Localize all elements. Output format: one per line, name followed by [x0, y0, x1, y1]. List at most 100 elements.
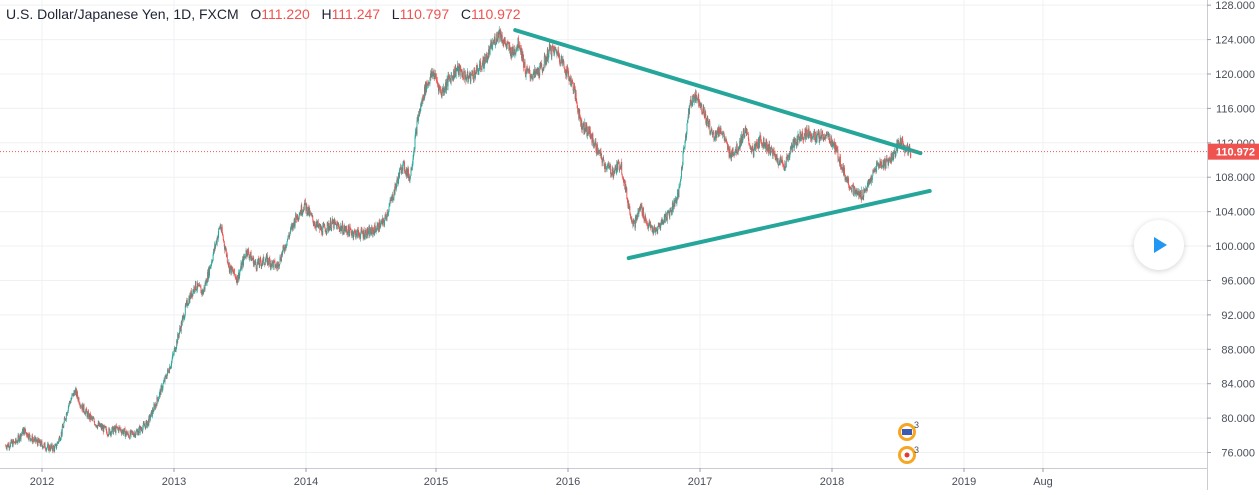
candle-body: [825, 135, 827, 139]
candle-body: [232, 269, 234, 273]
candle-body: [576, 99, 578, 103]
candle-body: [318, 224, 320, 226]
candle-body: [673, 199, 675, 207]
candle-body: [340, 226, 342, 229]
candle-body: [244, 256, 246, 258]
candle-body: [520, 48, 521, 52]
price-axis[interactable]: [1207, 0, 1259, 490]
candle-body: [822, 138, 824, 141]
candle-body: [123, 428, 125, 432]
candle-body: [860, 198, 862, 200]
candle-body: [66, 412, 68, 416]
candle-body: [472, 78, 474, 80]
play-replay-button[interactable]: [1134, 220, 1184, 270]
candle-body: [650, 227, 652, 228]
candle-body: [402, 162, 404, 171]
candle-body: [339, 228, 341, 232]
trendline-lower[interactable]: [626, 188, 932, 261]
candle-body: [856, 189, 858, 195]
candle-body: [626, 198, 628, 200]
candle-body: [693, 96, 695, 103]
candle-body: [145, 420, 147, 423]
candle-body: [38, 441, 40, 443]
candle-body: [799, 131, 801, 141]
candle-body: [534, 68, 536, 75]
candle-body: [636, 215, 638, 218]
candle-body: [309, 211, 311, 215]
candle-body: [215, 240, 217, 245]
us-flag-event-icon[interactable]: [898, 423, 916, 441]
candle-body: [835, 146, 837, 152]
candle-body: [245, 256, 246, 258]
candle-body: [795, 141, 797, 145]
candle-body: [566, 69, 568, 77]
candle-body: [574, 86, 576, 88]
candle-body: [42, 447, 44, 449]
candle-body: [690, 99, 692, 104]
candle-body: [94, 424, 96, 426]
candle-body: [826, 132, 828, 135]
candle-body: [539, 65, 541, 77]
candle-body: [705, 114, 707, 124]
candle-body: [494, 37, 496, 45]
candle-body: [448, 76, 450, 78]
candle-body: [727, 146, 729, 150]
candle-body: [346, 232, 348, 234]
candle-body: [699, 104, 701, 107]
candle-body: [898, 143, 900, 145]
candle-body: [754, 144, 756, 147]
candle-body: [609, 166, 611, 169]
grid: [0, 0, 1207, 468]
candle-body: [851, 188, 853, 193]
candle-body: [368, 227, 370, 229]
candle-body: [899, 138, 901, 146]
candle-body: [529, 73, 531, 78]
candle-body: [865, 188, 867, 190]
candle-body: [860, 192, 862, 199]
candle-body: [631, 218, 633, 221]
candle-body: [838, 159, 840, 161]
candle-body: [301, 213, 303, 214]
candle-body: [421, 103, 422, 107]
candle-body: [724, 140, 726, 141]
candle-body: [244, 256, 245, 258]
candle-body: [770, 146, 772, 148]
candle-body: [337, 223, 339, 227]
candle-body: [695, 90, 697, 101]
candle-body: [220, 225, 222, 230]
candle-body: [688, 108, 690, 117]
candle-body: [745, 129, 747, 133]
candle-body: [786, 156, 788, 158]
candle-body: [118, 428, 119, 432]
candle-body: [617, 161, 619, 163]
candle-body: [213, 249, 215, 255]
candle-body: [592, 133, 594, 141]
candle-body: [89, 413, 91, 420]
candle-body: [270, 263, 272, 267]
candle-body: [429, 78, 431, 84]
candle-body: [163, 379, 165, 383]
candle-body: [466, 71, 468, 78]
candle-body: [654, 229, 656, 233]
candle-body: [90, 416, 92, 420]
candle-body: [484, 57, 485, 66]
trendline-upper[interactable]: [513, 28, 923, 156]
candle-body: [800, 139, 802, 141]
candle-body: [777, 158, 779, 162]
candle-body: [778, 164, 780, 166]
candle-body: [118, 426, 120, 432]
x-tick-label: 2013: [162, 476, 186, 488]
candle-body: [646, 221, 647, 224]
candle-body: [119, 426, 120, 428]
candle-body: [551, 47, 553, 57]
candle-body: [509, 48, 511, 56]
candle-body: [47, 444, 49, 448]
candle-body: [400, 166, 402, 174]
time-axis[interactable]: [0, 468, 1207, 490]
candle-body: [200, 286, 201, 288]
candle-body: [464, 72, 466, 77]
candle-body: [747, 134, 749, 140]
jp-flag-event-icon[interactable]: [898, 446, 916, 464]
